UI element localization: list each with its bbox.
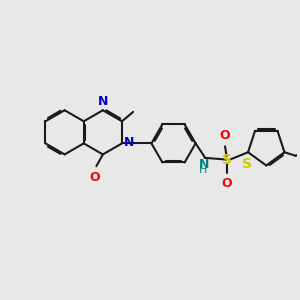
- Text: O: O: [221, 177, 232, 190]
- Text: O: O: [90, 171, 100, 184]
- Text: S: S: [242, 157, 252, 171]
- Text: N: N: [98, 95, 108, 108]
- Text: O: O: [220, 129, 230, 142]
- Text: N: N: [199, 158, 210, 171]
- Text: S: S: [222, 153, 232, 166]
- Text: H: H: [199, 165, 207, 175]
- Text: N: N: [124, 136, 135, 149]
